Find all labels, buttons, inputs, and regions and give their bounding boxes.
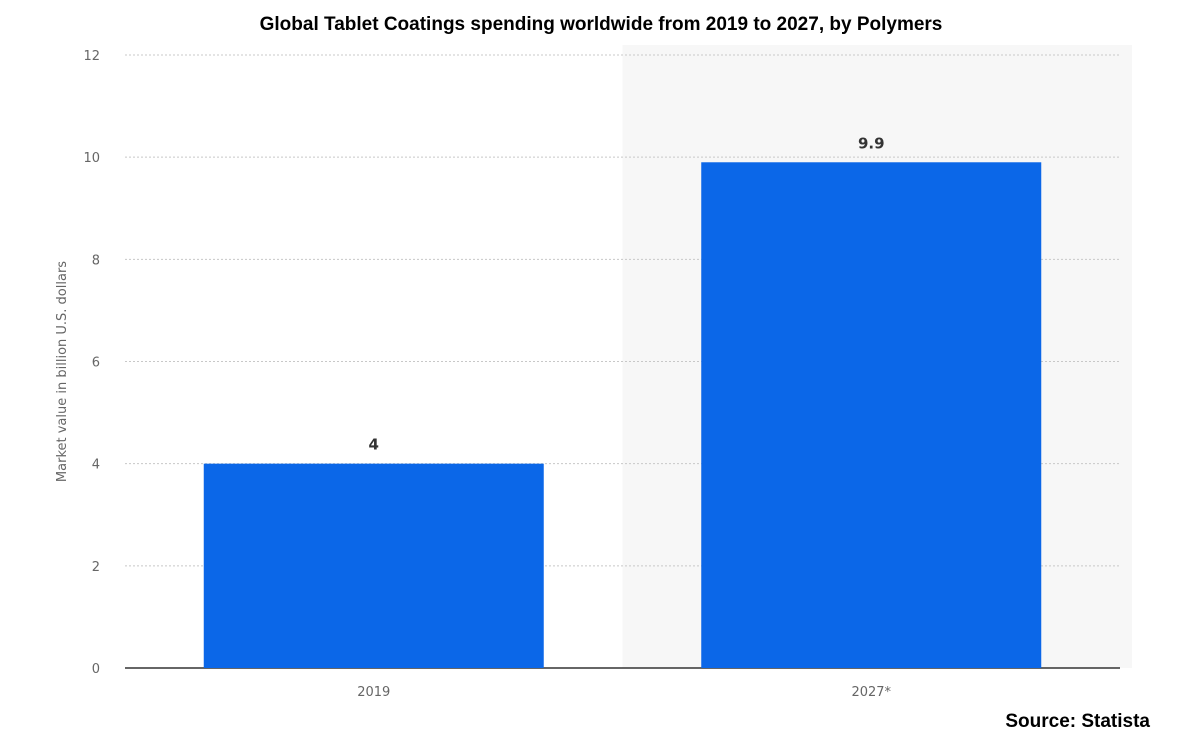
bar [701, 162, 1042, 668]
y-tick-label: 10 [83, 151, 100, 166]
y-tick-label: 2 [92, 560, 100, 575]
y-tick-label: 8 [92, 253, 100, 268]
chart-title: Global Tablet Coatings spending worldwid… [259, 14, 943, 35]
source-note: Source: Statista [1005, 711, 1150, 732]
x-tick-label: 2019 [357, 685, 390, 700]
x-tick-label: 2027* [851, 685, 891, 700]
y-axis-label: Market value in billion U.S. dollars [55, 261, 70, 482]
data-label: 9.9 [858, 134, 885, 152]
bar [203, 463, 544, 668]
y-tick-label: 4 [92, 458, 100, 473]
x-axis-ticks: 2019 2027* [357, 685, 891, 700]
y-axis-ticks: 0 2 4 6 8 10 12 [83, 49, 100, 677]
y-tick-label: 0 [92, 662, 100, 677]
y-tick-label: 6 [92, 356, 100, 371]
y-tick-label: 12 [83, 49, 100, 64]
data-label: 4 [369, 436, 379, 454]
bars: 49.9 [203, 134, 1042, 668]
